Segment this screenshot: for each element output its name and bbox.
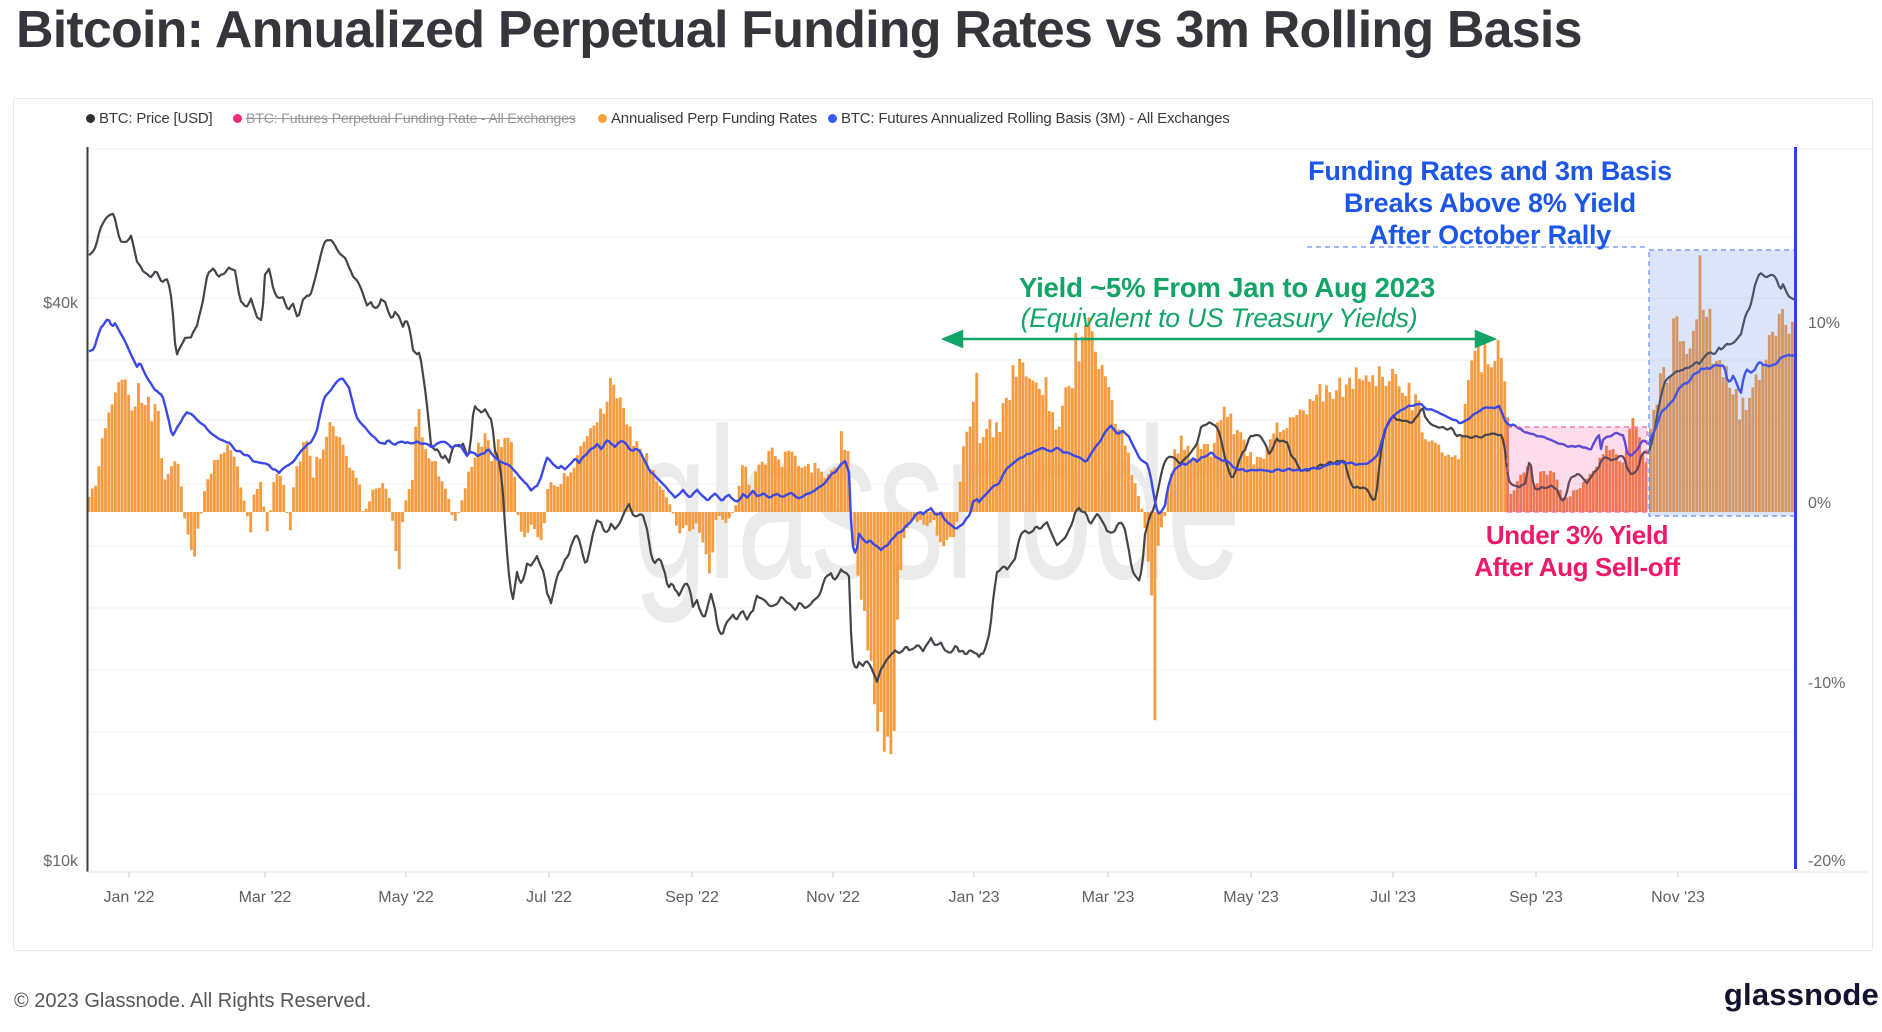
svg-text:glassnode: glassnode xyxy=(633,383,1241,623)
